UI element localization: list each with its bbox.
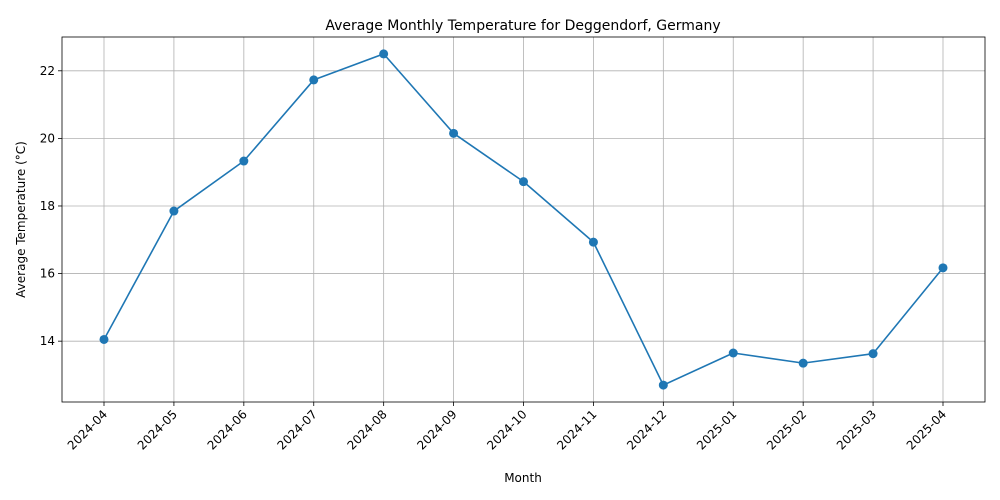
x-axis-ticks: 2024-04 2024-05 2024-06 2024-07 2024-08 2024-… xyxy=(65,402,949,453)
x-tick-label: 2024-09 xyxy=(414,407,459,452)
x-tick-label: 2024-07 xyxy=(275,407,320,452)
data-point xyxy=(868,349,878,359)
series-temperature xyxy=(99,49,948,390)
data-point xyxy=(379,49,389,59)
x-tick-label: 2024-08 xyxy=(344,407,389,452)
x-tick-label: 2024-05 xyxy=(135,407,180,452)
data-point xyxy=(728,348,738,358)
x-tick-label: 2025-04 xyxy=(904,407,949,452)
data-point xyxy=(938,263,948,273)
y-tick-label: 14 xyxy=(40,334,55,348)
data-point xyxy=(169,206,179,216)
chart-title: Average Monthly Temperature for Deggendo… xyxy=(325,18,720,34)
x-tick-label: 2025-01 xyxy=(694,407,739,452)
x-axis-label: Month xyxy=(504,471,542,485)
data-point xyxy=(798,358,808,368)
data-point xyxy=(449,128,459,138)
x-tick-label: 2024-11 xyxy=(554,407,599,452)
x-tick-label: 2024-04 xyxy=(65,407,110,452)
x-tick-label: 2024-06 xyxy=(205,407,250,452)
data-point xyxy=(239,156,249,166)
x-tick-label: 2025-02 xyxy=(764,407,809,452)
x-tick-label: 2025-03 xyxy=(834,407,879,452)
plot-frame xyxy=(61,36,986,403)
data-point xyxy=(519,177,528,187)
y-axis-label: Average Temperature (°C) xyxy=(14,141,28,298)
grid xyxy=(62,37,985,402)
x-tick-label: 2024-10 xyxy=(484,407,529,452)
y-tick-label: 16 xyxy=(40,267,55,281)
data-point xyxy=(588,237,598,247)
y-tick-label: 18 xyxy=(40,199,55,213)
x-tick-label: 2024-12 xyxy=(624,407,669,452)
y-axis-ticks: 14 16 18 20 22 xyxy=(40,64,62,348)
y-tick-label: 20 xyxy=(40,131,55,145)
y-tick-label: 22 xyxy=(40,64,55,78)
data-point xyxy=(658,380,668,390)
data-point xyxy=(309,75,319,85)
data-point xyxy=(99,334,109,344)
